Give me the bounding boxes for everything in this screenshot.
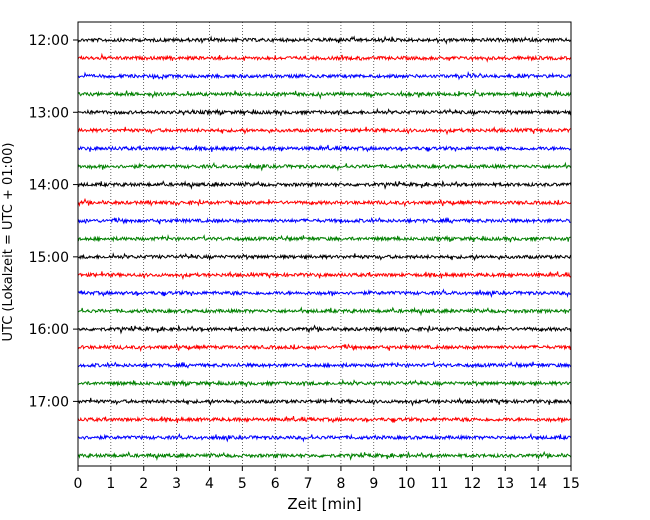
x-tick-label: 10	[398, 476, 416, 492]
trace-row-16:30	[77, 360, 571, 369]
trace-row-13:30	[77, 144, 572, 153]
trace-row-15:00	[77, 252, 572, 262]
y-tick-label: 13:00	[29, 105, 69, 121]
y-axis-label: UTC (Lokalzeit = UTC + 01:00)	[1, 143, 16, 342]
y-tick-label: 16:00	[29, 322, 69, 338]
trace-row-16:45	[77, 378, 572, 388]
y-tick-label: 15:00	[29, 250, 69, 266]
x-tick-label: 15	[562, 476, 580, 492]
x-tick-label: 1	[106, 476, 115, 492]
trace-row-17:45	[77, 450, 572, 461]
x-tick-label: 0	[74, 476, 83, 492]
trace-row-16:15	[77, 343, 572, 353]
trace-row-15:30	[77, 288, 572, 299]
trace-row-13:45	[77, 161, 572, 172]
y-tick-label: 12:00	[29, 33, 69, 49]
x-axis-label: Zeit [min]	[287, 495, 361, 513]
y-axis-ticks: 12:00 13:00 14:00 15:00 16:00 17:00	[29, 33, 78, 410]
x-tick-label: 4	[205, 476, 214, 492]
trace-row-12:30	[77, 70, 572, 81]
x-tick-label: 3	[172, 476, 181, 492]
trace-row-14:30	[77, 216, 571, 225]
y-tick-label: 14:00	[29, 178, 69, 194]
x-tick-label: 7	[304, 476, 313, 492]
trace-row-14:00	[77, 180, 572, 190]
seismic-traces	[77, 35, 572, 461]
trace-row-13:15	[77, 126, 572, 136]
x-tick-label: 13	[496, 476, 514, 492]
trace-row-12:00	[77, 35, 572, 45]
x-tick-label: 5	[238, 476, 247, 492]
trace-row-17:15	[77, 415, 572, 424]
trace-row-17:00	[77, 397, 572, 407]
trace-row-15:15	[77, 270, 572, 281]
trace-row-14:15	[77, 197, 572, 208]
plot-frame	[77, 21, 572, 467]
y-tick-label: 17:00	[29, 394, 69, 410]
trace-row-13:00	[77, 107, 572, 117]
x-tick-label: 11	[431, 476, 449, 492]
trace-row-15:45	[77, 306, 572, 317]
x-tick-label: 6	[271, 476, 280, 492]
trace-row-14:45	[77, 234, 572, 243]
trace-row-12:45	[77, 88, 572, 100]
x-tick-label: 8	[336, 476, 345, 492]
x-axis-ticks: 0 1 2 3 4 5 6 7 8 9 10 11 12 13 14 15	[74, 466, 580, 492]
vertical-gridlines	[110, 22, 539, 466]
x-tick-label: 12	[463, 476, 481, 492]
x-tick-label: 14	[529, 476, 547, 492]
trace-row-16:00	[77, 324, 572, 335]
trace-row-12:15	[77, 52, 572, 63]
x-tick-label: 9	[369, 476, 378, 492]
x-tick-label: 2	[139, 476, 148, 492]
trace-row-17:30	[77, 432, 572, 443]
